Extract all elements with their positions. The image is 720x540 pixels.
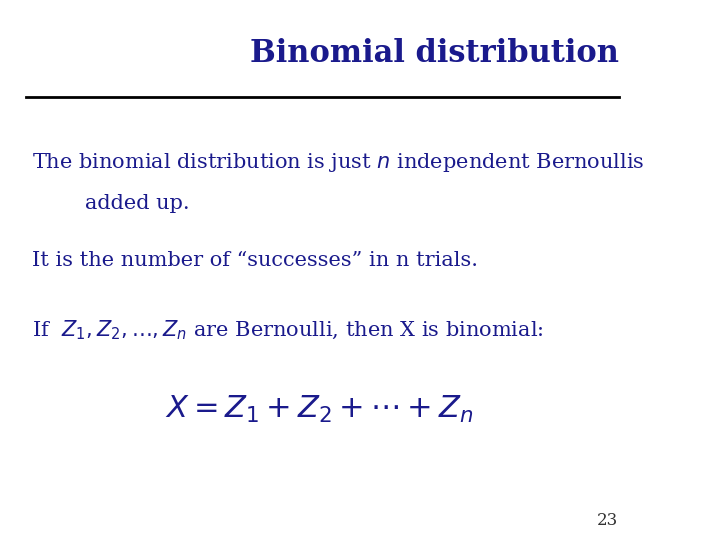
Text: The binomial distribution is just $n$ independent Bernoullis: The binomial distribution is just $n$ in… [32,151,644,174]
Text: 23: 23 [598,512,618,529]
Text: $X = Z_1 + Z_2 + \cdots + Z_n$: $X = Z_1 + Z_2 + \cdots + Z_n$ [165,394,473,426]
Text: If  $Z_1, Z_2, \ldots, Z_n$ are Bernoulli, then X is binomial:: If $Z_1, Z_2, \ldots, Z_n$ are Bernoulli… [32,319,544,342]
Text: added up.: added up. [32,194,189,213]
Text: It is the number of “successes” in n trials.: It is the number of “successes” in n tri… [32,251,478,270]
Text: Binomial distribution: Binomial distribution [250,38,618,69]
